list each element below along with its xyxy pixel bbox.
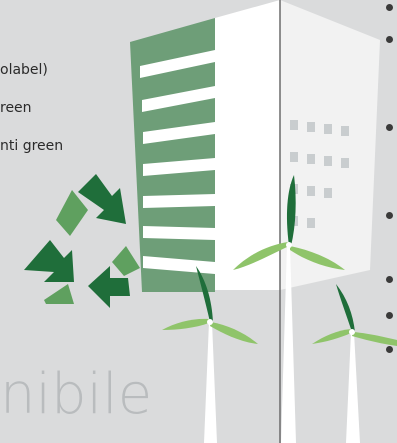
bullet-dot	[386, 346, 393, 353]
bullet-dot	[386, 212, 393, 219]
bullet-dot	[386, 36, 393, 43]
list-text-acquisti-green: nti green	[0, 138, 64, 154]
wind-turbine-icon	[162, 175, 397, 443]
building-illustration	[130, 0, 380, 292]
bullet-dot	[386, 312, 393, 319]
bullet-dot	[386, 124, 393, 131]
bullet-dot	[386, 4, 393, 11]
bullet-dot	[386, 276, 393, 283]
headline-word: nibile	[0, 362, 153, 427]
list-text-ecolabel: olabel)	[0, 62, 48, 78]
recycle-icon	[24, 174, 140, 308]
list-text-green: reen	[0, 100, 32, 116]
